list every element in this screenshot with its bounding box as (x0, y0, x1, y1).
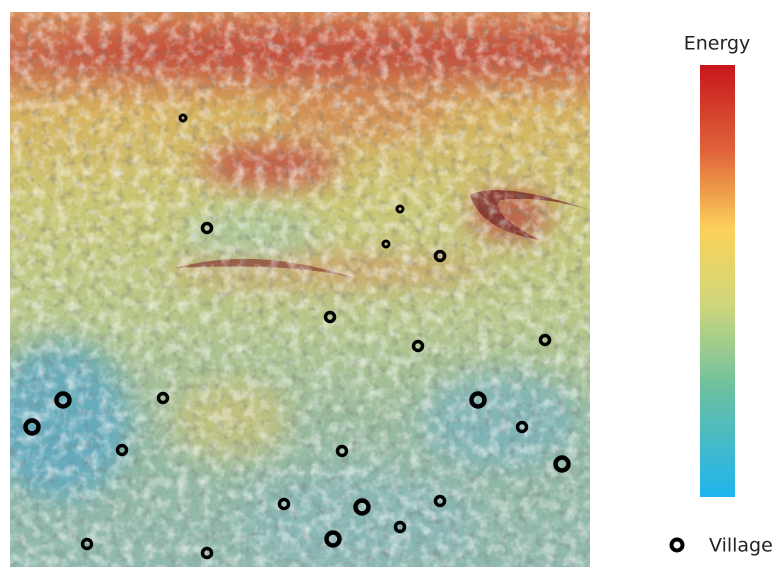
legend-marker (672, 540, 683, 551)
terrain-map (0, 12, 610, 567)
map-figure: Energy Village (0, 0, 780, 567)
colorbar (700, 65, 735, 497)
colorbar-title: Energy (684, 33, 751, 55)
legend-label: Village (709, 535, 773, 557)
